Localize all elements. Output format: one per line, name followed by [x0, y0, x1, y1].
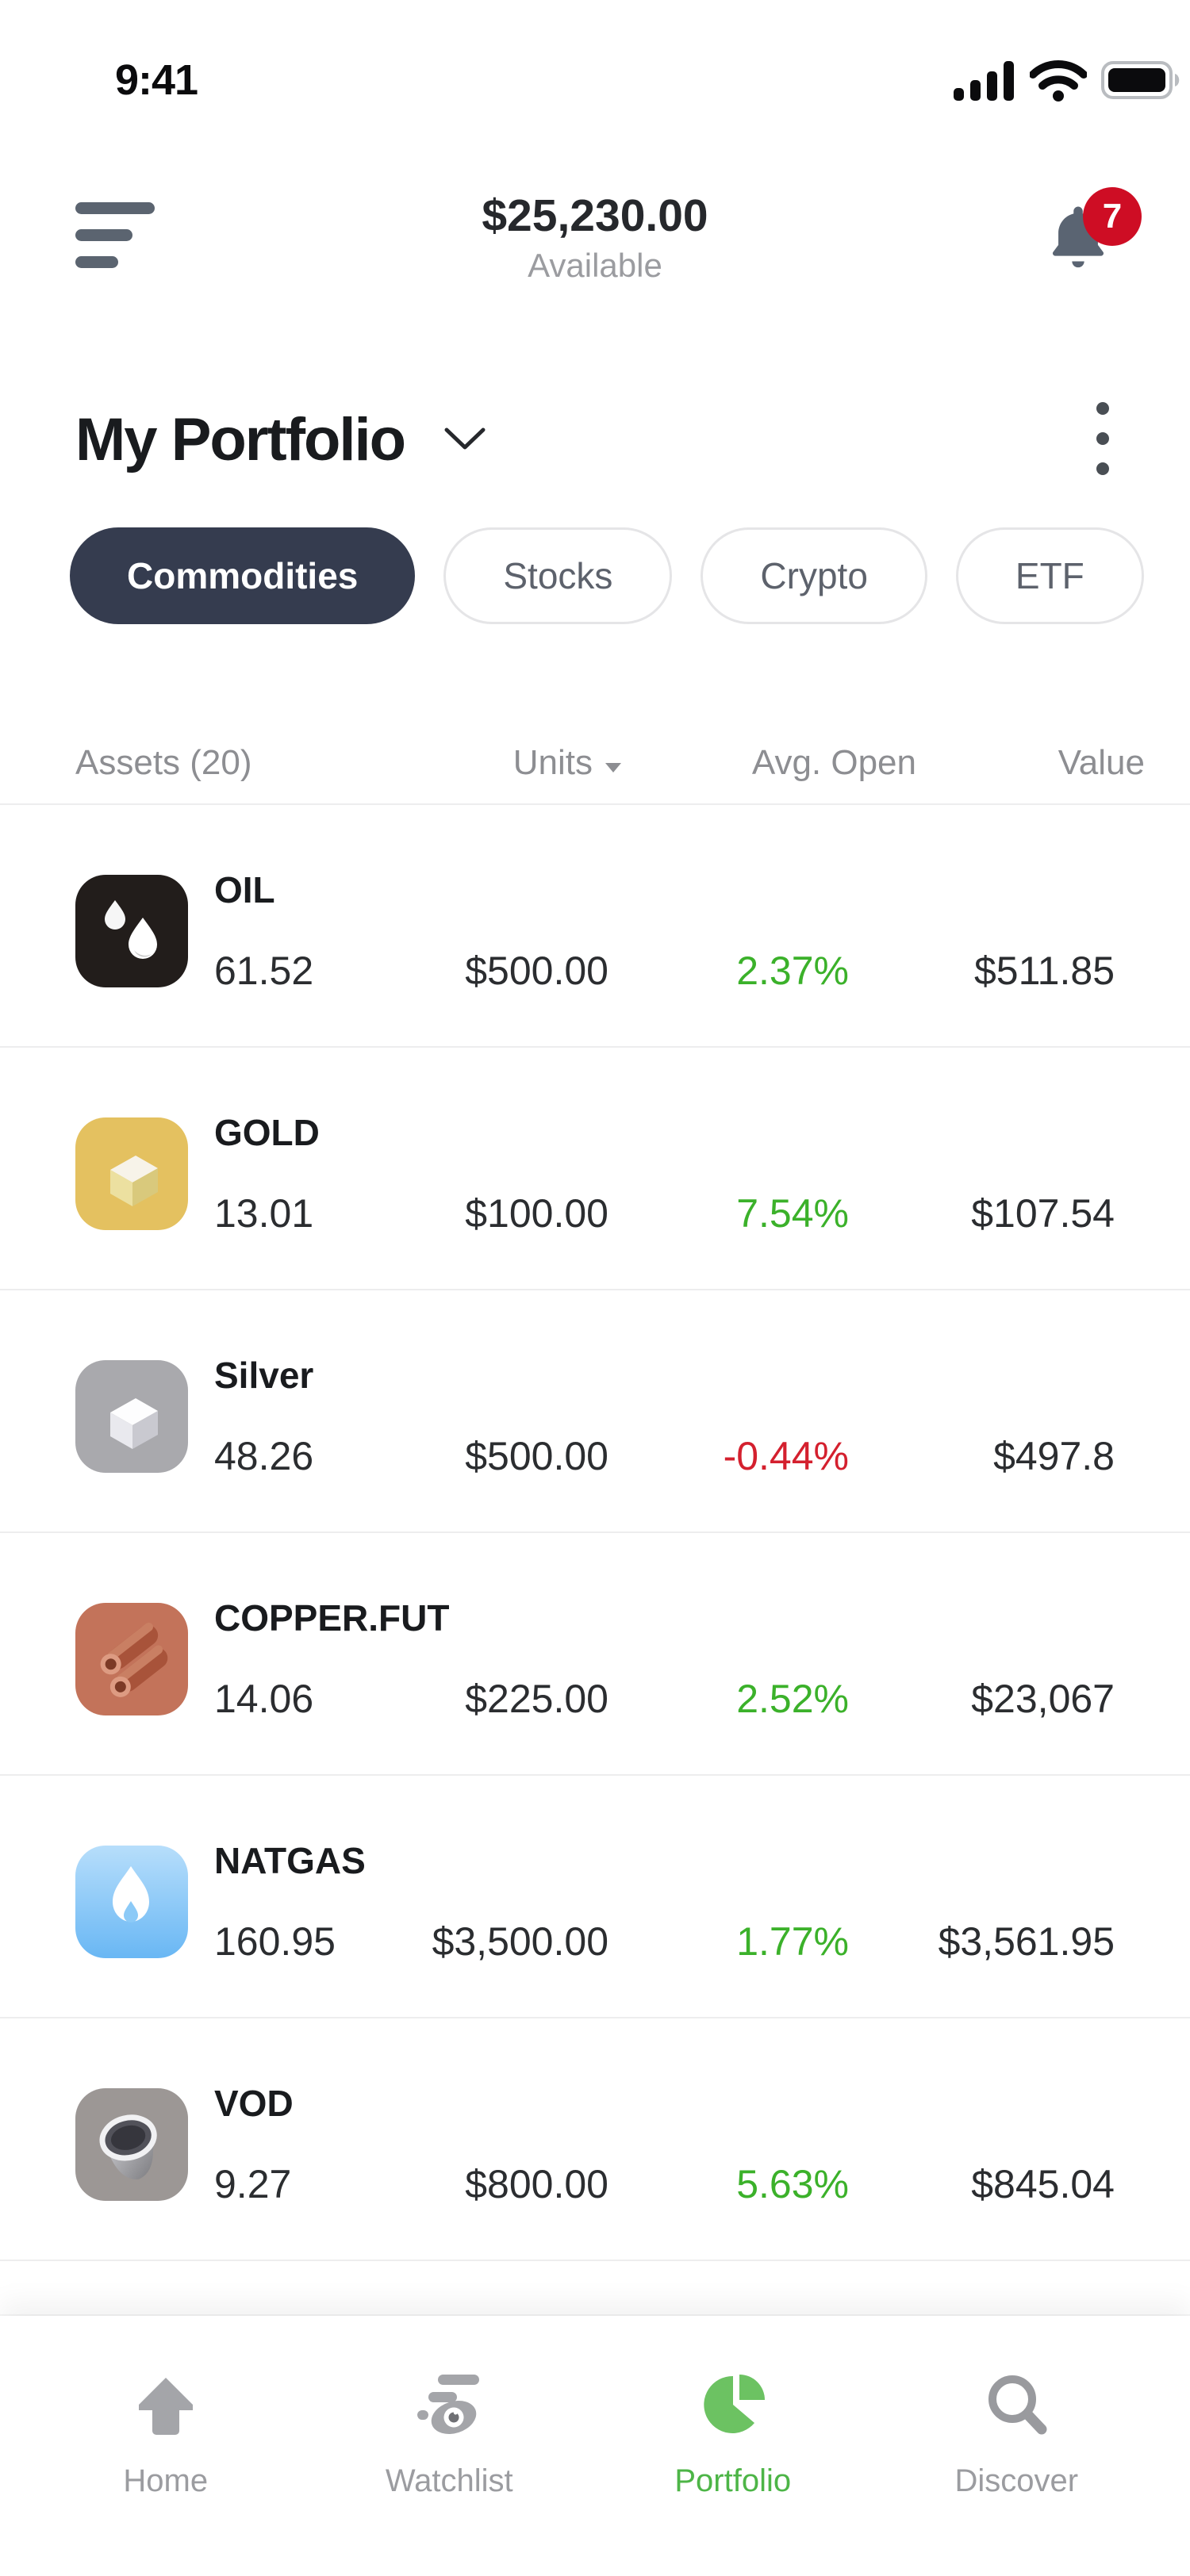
chip-crypto[interactable]: Crypto — [701, 527, 927, 624]
cellular-signal-icon — [954, 61, 1015, 101]
asset-change: 1.77% — [736, 1919, 849, 1964]
asset-row-gold[interactable]: GOLD 13.01 $100.00 7.54% $107.54 — [0, 1048, 1190, 1290]
home-icon — [132, 2371, 199, 2438]
silver-bar-icon — [75, 1360, 214, 1473]
asset-change: 7.54% — [736, 1191, 849, 1236]
chip-commodities[interactable]: Commodities — [70, 527, 416, 624]
asset-units: 48.26 — [214, 1434, 314, 1478]
table-header: Assets (20) Units Avg. Open Value — [0, 624, 1190, 805]
nav-label: Watchlist — [385, 2463, 513, 2498]
column-header-avg-open: Avg. Open — [751, 743, 916, 782]
asset-change: -0.44% — [723, 1434, 849, 1478]
column-header-units-sort[interactable]: Units — [513, 743, 623, 783]
metal-cylinder-icon — [75, 2088, 214, 2201]
nav-item-discover[interactable]: Discover — [875, 2371, 1159, 2576]
page-title: My Portfolio — [75, 406, 406, 473]
asset-value: $511.85 — [973, 949, 1115, 993]
copper-icon — [75, 1603, 214, 1715]
asset-class-filters: Commodities Stocks Crypto ETF — [0, 527, 1190, 624]
asset-units: 160.95 — [214, 1919, 336, 1964]
search-icon — [983, 2371, 1050, 2438]
asset-change: 2.52% — [736, 1677, 849, 1721]
asset-value: $3,561.95 — [938, 1919, 1115, 1964]
asset-symbol: Silver — [214, 1355, 314, 1396]
asset-change: 5.63% — [736, 2162, 849, 2206]
asset-value: $497.8 — [993, 1434, 1115, 1478]
asset-row-oil[interactable]: OIL 61.52 $500.00 2.37% $511.85 — [0, 805, 1190, 1048]
oil-icon — [75, 875, 214, 987]
nav-item-home[interactable]: Home — [24, 2371, 308, 2576]
asset-row-silver[interactable]: Silver 48.26 $500.00 -0.44% $497.8 — [0, 1290, 1190, 1533]
notification-badge: 7 — [1083, 187, 1142, 246]
status-bar: 9:41 — [0, 0, 1190, 119]
column-header-value: Value — [1058, 743, 1145, 782]
hamburger-menu-button[interactable] — [75, 201, 156, 276]
asset-invested: $225.00 — [465, 1677, 608, 1721]
asset-invested: $100.00 — [465, 1191, 608, 1236]
bottom-navigation: Home Watchlist — [0, 2316, 1190, 2576]
watchlist-icon — [416, 2371, 482, 2438]
nav-label: Portfolio — [674, 2463, 792, 2498]
asset-invested: $500.00 — [465, 949, 608, 993]
gold-bar-icon — [75, 1117, 214, 1230]
gas-flame-icon — [75, 1846, 214, 1958]
asset-invested: $3,500.00 — [432, 1919, 608, 1964]
asset-invested: $800.00 — [465, 2162, 608, 2206]
asset-row-natgas[interactable]: NATGAS 160.95 $3,500.00 1.77% $3,561.95 — [0, 1776, 1190, 2018]
portfolio-selector[interactable]: My Portfolio — [75, 410, 489, 470]
balance-label: Available — [528, 247, 662, 285]
column-header-assets: Assets (20) — [75, 743, 252, 782]
chip-stocks[interactable]: Stocks — [443, 527, 673, 624]
asset-row-vod[interactable]: VOD 9.27 $800.00 5.63% $845.04 — [0, 2018, 1190, 2261]
nav-label: Discover — [954, 2463, 1079, 2498]
status-icons — [954, 60, 1182, 102]
asset-row-copper[interactable]: COPPER.FUT 14.06 $225.00 2.52% $23,067 — [0, 1533, 1190, 1776]
wifi-icon — [1030, 60, 1087, 102]
asset-symbol: GOLD — [214, 1112, 320, 1153]
pie-chart-icon — [700, 2371, 766, 2438]
asset-symbol: OIL — [214, 869, 275, 910]
app-header: $25,230.00 Available 7 — [0, 167, 1190, 309]
notifications-button[interactable]: 7 — [1042, 187, 1142, 281]
asset-units: 61.52 — [214, 949, 314, 993]
asset-units: 9.27 — [214, 2162, 292, 2206]
sort-arrow-icon — [604, 743, 623, 783]
chevron-down-icon — [441, 424, 489, 458]
asset-symbol: COPPER.FUT — [214, 1597, 450, 1639]
asset-value: $845.04 — [971, 2162, 1115, 2206]
nav-item-watchlist[interactable]: Watchlist — [308, 2371, 592, 2576]
available-balance: $25,230.00 — [482, 190, 708, 241]
bell-icon — [1042, 206, 1115, 281]
status-time: 9:41 — [115, 56, 198, 104]
asset-units: 13.01 — [214, 1191, 314, 1236]
asset-invested: $500.00 — [465, 1434, 608, 1478]
balance-block: $25,230.00 Available — [482, 190, 708, 286]
asset-value: $107.54 — [971, 1191, 1115, 1236]
spacer — [0, 2261, 1190, 2316]
asset-value: $23,067 — [971, 1677, 1115, 1721]
kebab-menu-icon — [1096, 401, 1110, 481]
asset-symbol: VOD — [214, 2083, 294, 2124]
battery-icon — [1101, 60, 1182, 102]
chip-etf[interactable]: ETF — [955, 527, 1144, 624]
nav-label: Home — [123, 2463, 209, 2498]
asset-units: 14.06 — [214, 1677, 314, 1721]
more-options-button[interactable] — [1091, 399, 1115, 482]
title-row: My Portfolio — [0, 397, 1190, 484]
units-header-label: Units — [512, 743, 593, 782]
nav-item-portfolio[interactable]: Portfolio — [591, 2371, 875, 2576]
asset-symbol: NATGAS — [214, 1840, 366, 1881]
asset-change: 2.37% — [736, 949, 849, 993]
